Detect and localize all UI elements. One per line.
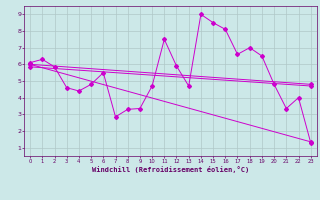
X-axis label: Windchill (Refroidissement éolien,°C): Windchill (Refroidissement éolien,°C): [92, 166, 249, 173]
